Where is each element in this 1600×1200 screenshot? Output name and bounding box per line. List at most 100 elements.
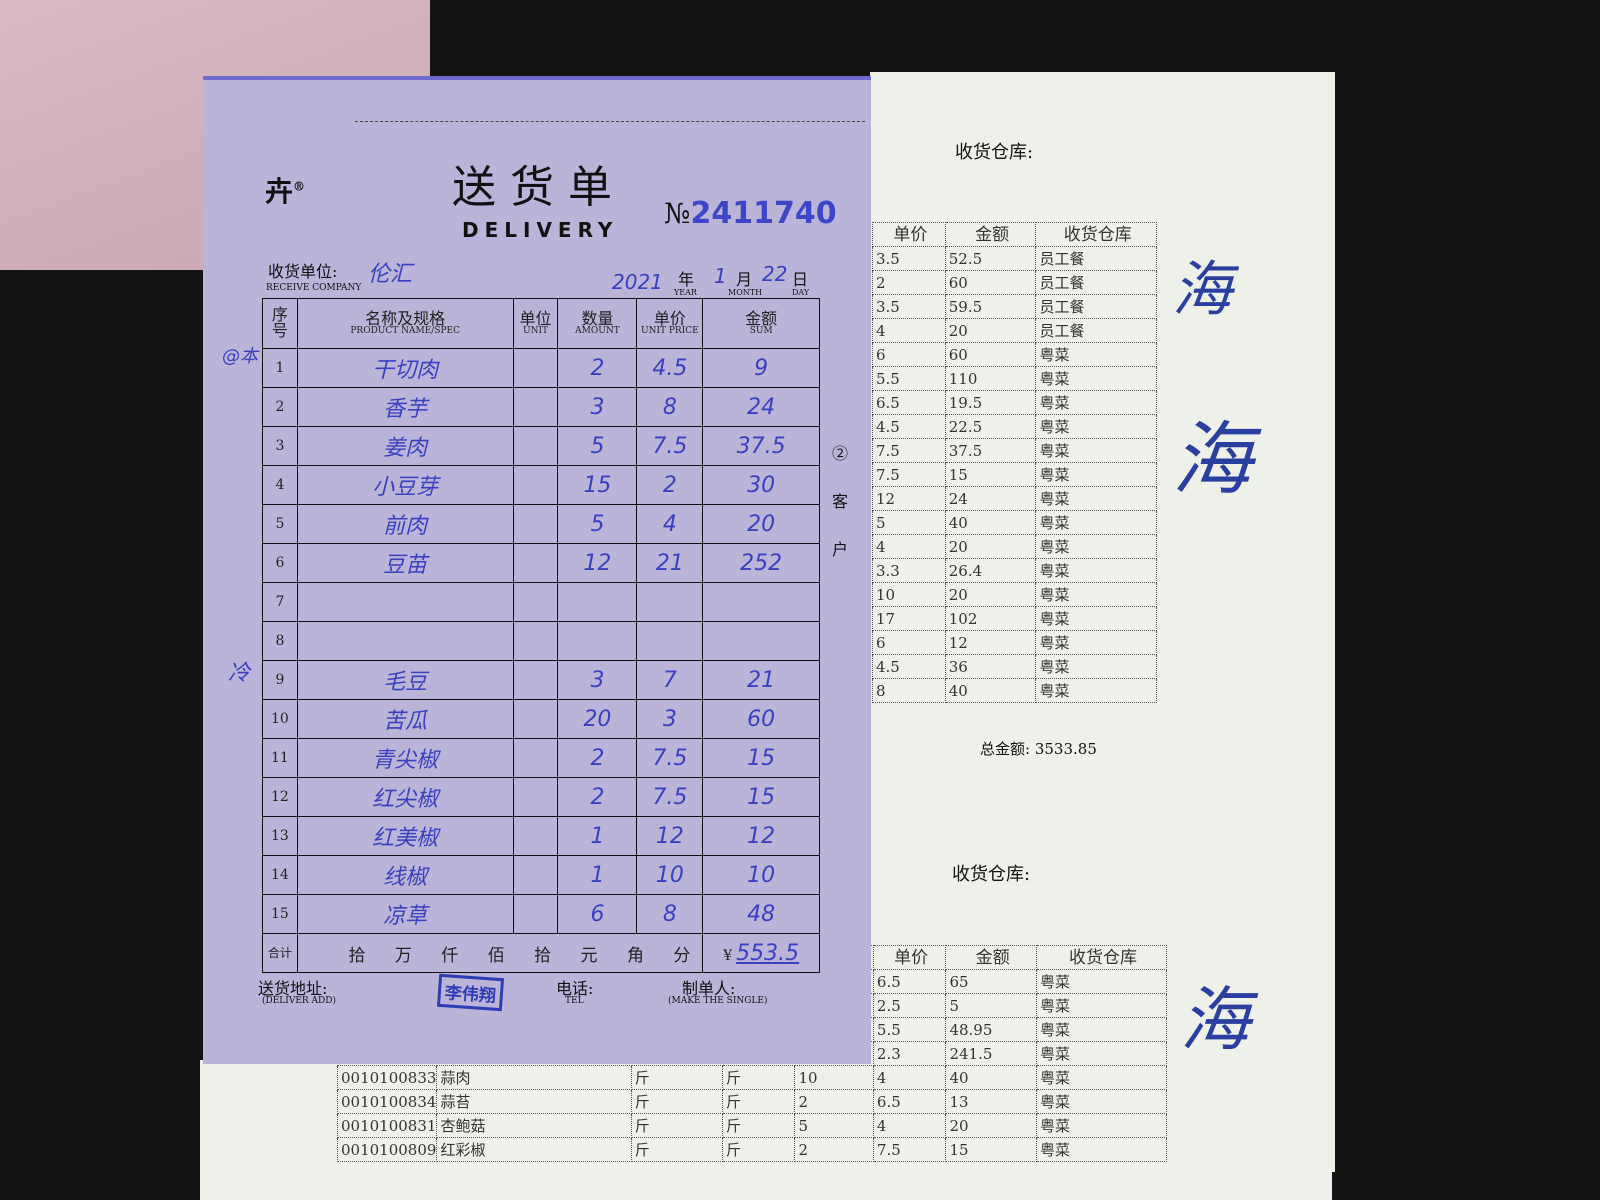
cell-no: 4 (262, 465, 298, 505)
cell-no: 15 (262, 894, 298, 934)
cell-name: 线椒 (296, 855, 514, 895)
cell-unit (512, 582, 559, 622)
col-header-cn: 单价 (653, 308, 686, 328)
cell-sum: 60 (702, 699, 820, 739)
cell-unit: 斤 (630, 1065, 723, 1090)
cell: 6 (872, 630, 946, 655)
receive-company-label-en: RECEIVE COMPANY (266, 283, 362, 293)
year-label-en: YEAR (674, 288, 697, 297)
currency-symbol: ¥ (723, 947, 733, 964)
table-row: 4.5 22.5 粤菜 (872, 414, 1157, 439)
cell-unit (512, 465, 559, 505)
cell-sum: 30 (702, 465, 820, 505)
cell-unit: 斤 (630, 1089, 723, 1114)
cell: 15 (944, 462, 1037, 487)
table-row: 3.5 59.5 员工餐 (872, 294, 1157, 319)
cell-no: 2 (262, 387, 298, 427)
table-row: 6 12 粤菜 (872, 630, 1157, 655)
cell: 粤菜 (1035, 654, 1157, 679)
cell: 4.5 (872, 654, 946, 679)
cell-wh: 粤菜 (1036, 1041, 1167, 1066)
deliver-address-label-en: (DELIVER ADD) (262, 996, 336, 1006)
cell-name: 杏鲍菇 (436, 1113, 632, 1138)
cell: 7.5 (872, 462, 946, 487)
cell-qty: 2 (794, 1137, 874, 1162)
cell-price: 5.5 (872, 1017, 947, 1042)
cell-sum: 5 (945, 993, 1038, 1018)
cell-unit (512, 621, 559, 661)
table-row: 12 24 粤菜 (872, 486, 1157, 511)
cell-sum: 40 (945, 1065, 1038, 1090)
total-row: 合计拾 万 仟 佰 拾 元 角 分 ¥553.5 (262, 933, 820, 973)
cell-qty: 1 (557, 816, 638, 856)
cell-price: 3 (636, 699, 704, 739)
delivery-table: 序号 名称及规格 PRODUCT NAME/SPEC 单位 UNIT 数量 AMOUNT 单价… (262, 298, 820, 973)
table-row: 1 干切肉 2 4.5 9 (262, 348, 820, 388)
cell: 3.5 (872, 246, 946, 271)
col-header-en: AMOUNT (575, 326, 620, 337)
table-row: 0010100833 蒜肉斤斤 10 4 40 粤菜 (336, 1065, 1167, 1090)
table-row: 2 香芋 3 8 24 (262, 387, 820, 427)
cell-code: 0010100831 (336, 1113, 438, 1138)
cell-no: 8 (262, 621, 298, 661)
cell-code: 0010100809 (336, 1137, 438, 1162)
cell: 粤菜 (1035, 510, 1157, 535)
cell-wh: 粤菜 (1036, 1089, 1167, 1114)
cell-name: 小豆芽 (296, 465, 514, 505)
col-header: 名称及规格 PRODUCT NAME/SPEC (296, 298, 514, 349)
cell-name (296, 582, 514, 622)
signature: 海 (1172, 413, 1252, 506)
cell: 4 (872, 534, 946, 559)
signature: 海 (1180, 979, 1250, 1061)
cell-qty: 1 (557, 855, 638, 895)
cell-price: 2 (636, 465, 704, 505)
cell: 粤菜 (1035, 678, 1157, 703)
cell-name: 红尖椒 (296, 777, 514, 817)
col-header: 收货仓库 (1036, 945, 1167, 970)
table-row: 6 60 粤菜 (872, 342, 1157, 367)
col-header: 金额 (944, 222, 1037, 247)
cell-sum: 241.5 (945, 1041, 1038, 1066)
cell-unit (512, 855, 559, 895)
perforation-line (355, 121, 865, 122)
cell-qty: 15 (557, 465, 638, 505)
cell: 24 (944, 486, 1037, 511)
table-row: 0010100834 蒜苔斤斤 2 6.5 13 粤菜 (336, 1089, 1167, 1114)
cell-qty: 3 (557, 660, 638, 700)
table-row: 3.5 52.5 员工餐 (872, 246, 1157, 271)
total-units: 拾 万 仟 佰 拾 元 角 分 (296, 933, 704, 973)
cell-unit2: 斤 (721, 1089, 796, 1114)
cell: 5.5 (872, 366, 946, 391)
cell: 粤菜 (1035, 462, 1157, 487)
col-header: 金额 SUM (702, 298, 820, 349)
month-label: 月 (736, 270, 753, 289)
cell-unit2: 斤 (721, 1065, 796, 1090)
cell-unit (512, 816, 559, 856)
deliver-address-label: 送货地址: (258, 979, 328, 998)
col-header-en: SUM (749, 326, 773, 337)
cell: 10 (872, 582, 946, 607)
year-value: 2021 (612, 270, 663, 294)
receive-company-value: 伦汇 (368, 262, 413, 287)
cell: 员工餐 (1035, 270, 1157, 295)
cell: 粤菜 (1035, 534, 1157, 559)
cell-unit2: 斤 (721, 1113, 796, 1138)
cell-price: 4 (872, 1113, 947, 1138)
cell-sum: 15 (945, 1137, 1038, 1162)
day-value: 22 (762, 262, 788, 286)
cell-price: 10 (636, 855, 704, 895)
cell: 粤菜 (1035, 558, 1157, 583)
col-header: 单价 (872, 945, 947, 970)
month-value: 1 (714, 264, 727, 288)
cell: 3.5 (872, 294, 946, 319)
cell-qty (557, 582, 638, 622)
cell-name: 姜肉 (296, 426, 514, 466)
cell-no: 11 (262, 738, 298, 778)
cell-sum (702, 621, 820, 661)
cell: 员工餐 (1035, 318, 1157, 343)
cell-no: 1 (262, 348, 298, 388)
cell-name: 香芋 (296, 387, 514, 427)
total-amount: ¥553.5 (702, 933, 820, 973)
cell: 20 (944, 318, 1037, 343)
cell: 22.5 (944, 414, 1037, 439)
